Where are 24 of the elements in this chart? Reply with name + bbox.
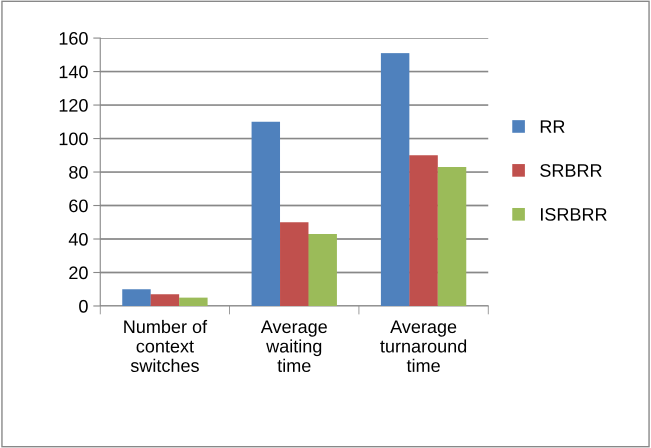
- bar: [252, 122, 280, 306]
- bar: [409, 155, 438, 306]
- y-tick-label: 40: [68, 232, 88, 246]
- y-tick-label: 120: [60, 98, 88, 112]
- x-tick-label: Number of context switches: [124, 320, 208, 372]
- legend-label: RR: [540, 120, 565, 133]
- bar: [280, 222, 308, 306]
- y-tick-label: 0: [79, 300, 88, 313]
- y-tick-label: 160: [60, 32, 88, 45]
- y-tick-label: 80: [69, 166, 88, 179]
- y-tick-label: 60: [69, 199, 88, 212]
- bar: [179, 298, 208, 306]
- legend-label: SRBRR: [540, 164, 602, 177]
- y-tick-label: 100: [60, 132, 88, 146]
- x-tick-label: Average waiting time: [260, 320, 327, 372]
- x-tick-label: Average turnaround time: [380, 320, 466, 372]
- bar: [122, 289, 151, 306]
- bar: [150, 294, 180, 306]
- bar: [308, 234, 337, 306]
- bar: [380, 53, 410, 306]
- y-tick-label: 140: [60, 66, 88, 78]
- bar: [438, 167, 466, 306]
- y-tick-label: 20: [69, 266, 88, 280]
- legend-label: ISRBRR: [541, 208, 607, 221]
